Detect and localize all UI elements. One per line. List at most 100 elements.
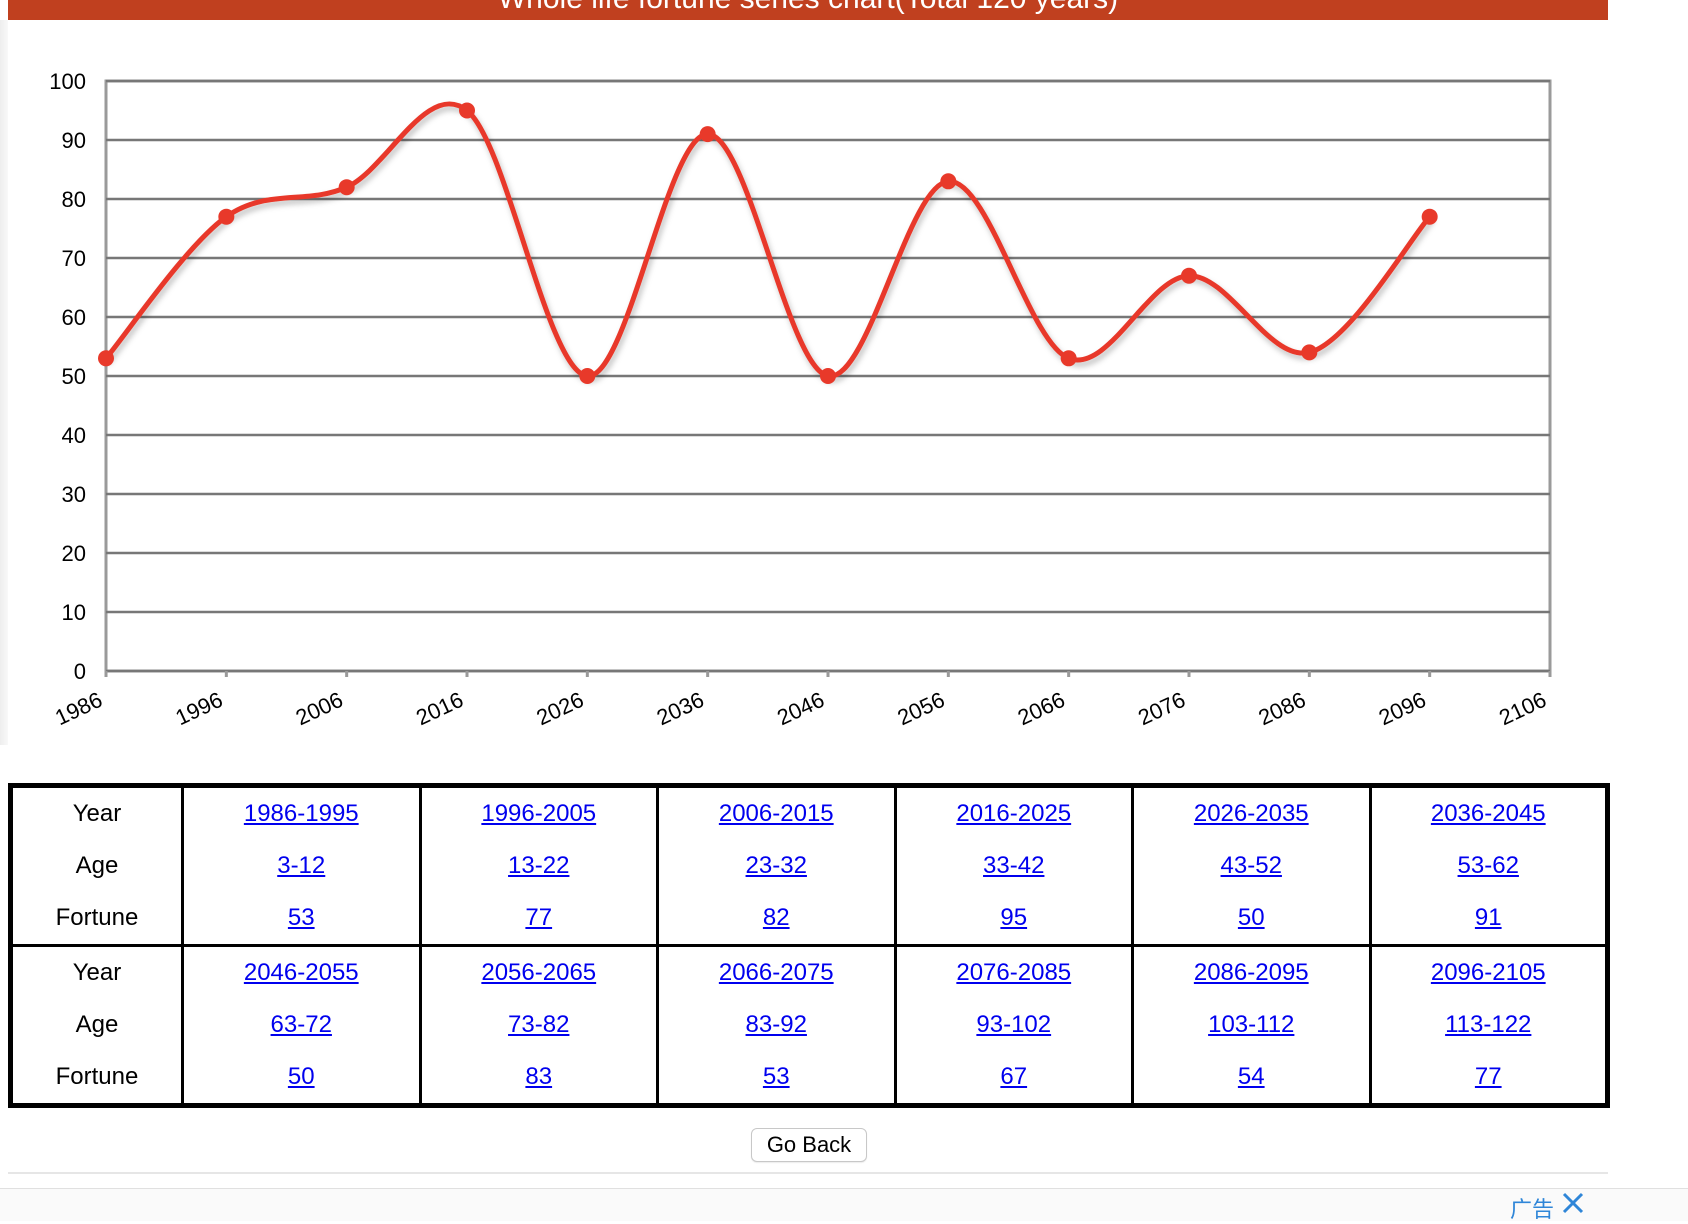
fortune-link[interactable]: 53 xyxy=(287,904,315,931)
year-link[interactable]: 2076-2085 xyxy=(956,959,1072,986)
year-link[interactable]: 2006-2015 xyxy=(718,800,834,827)
age-link[interactable]: 73-82 xyxy=(508,1011,570,1038)
x-tick-label: 1986 xyxy=(51,687,106,730)
age-link[interactable]: 13-22 xyxy=(508,852,570,879)
age-line: 33-42 xyxy=(897,840,1132,892)
data-point xyxy=(1060,350,1077,367)
fortune-link[interactable]: 54 xyxy=(1237,1063,1265,1090)
y-tick-label: 90 xyxy=(62,128,86,153)
age-link[interactable]: 53-62 xyxy=(1457,852,1519,879)
period-cell: 1986-1995 3-12 53 xyxy=(181,784,422,947)
x-tick-label: 2076 xyxy=(1134,687,1189,730)
y-tick-label: 40 xyxy=(62,423,86,448)
age-line: 3-12 xyxy=(184,840,419,892)
fortune-link[interactable]: 91 xyxy=(1474,904,1502,931)
year-line: 2046-2055 xyxy=(184,947,419,999)
ad-label[interactable]: 广告 xyxy=(1510,1198,1555,1223)
fortune-link[interactable]: 77 xyxy=(525,904,553,931)
period-cell: 2076-2085 93-102 67 xyxy=(893,944,1134,1107)
x-tick-label: 2016 xyxy=(412,687,467,730)
age-line: 43-52 xyxy=(1134,840,1369,892)
age-link[interactable]: 83-92 xyxy=(745,1011,807,1038)
year-line: 1986-1995 xyxy=(184,788,419,840)
close-icon[interactable] xyxy=(1560,1190,1586,1216)
year-line: 2076-2085 xyxy=(897,947,1132,999)
x-tick-label: 2036 xyxy=(653,687,708,730)
year-link[interactable]: 2036-2045 xyxy=(1430,800,1546,827)
fortune-link[interactable]: 53 xyxy=(762,1063,790,1090)
year-line: 2016-2025 xyxy=(897,788,1132,840)
period-cell: 2066-2075 83-92 53 xyxy=(656,944,897,1107)
label-age: Age xyxy=(75,1011,119,1038)
year-link[interactable]: 2096-2105 xyxy=(1430,959,1546,986)
fortune-link[interactable]: 83 xyxy=(525,1063,553,1090)
fortune-line: 77 xyxy=(1372,1051,1606,1103)
x-tick-label: 2096 xyxy=(1375,687,1430,730)
period-cell: 1996-2005 13-22 77 xyxy=(418,784,659,947)
fortune-link[interactable]: 95 xyxy=(1000,904,1028,931)
year-line: 2006-2015 xyxy=(659,788,894,840)
x-tick-label: 2086 xyxy=(1255,687,1310,730)
y-tick-label: 10 xyxy=(62,600,86,625)
fortune-link[interactable]: 77 xyxy=(1474,1063,1502,1090)
fortune-link[interactable]: 82 xyxy=(762,904,790,931)
year-link[interactable]: 2026-2035 xyxy=(1193,800,1309,827)
label-age: Age xyxy=(75,852,119,879)
year-line: 2096-2105 xyxy=(1372,947,1606,999)
year-line: 1996-2005 xyxy=(422,788,657,840)
data-point xyxy=(459,102,475,119)
age-line: 23-32 xyxy=(659,840,894,892)
year-link[interactable]: 2016-2025 xyxy=(956,800,1072,827)
y-tick-label: 60 xyxy=(62,305,86,330)
fortune-link[interactable]: 67 xyxy=(1000,1063,1028,1090)
period-cell: 2046-2055 63-72 50 xyxy=(181,944,422,1107)
row-labels: Year Age Fortune xyxy=(9,784,184,947)
left-shade xyxy=(0,20,8,745)
year-link[interactable]: 1986-1995 xyxy=(243,800,359,827)
y-tick-label: 50 xyxy=(62,364,86,389)
data-point xyxy=(218,208,235,225)
fortune-line: 83 xyxy=(422,1051,657,1103)
year-link[interactable]: 1996-2005 xyxy=(481,800,597,827)
period-cell: 2096-2105 113-122 77 xyxy=(1368,944,1609,1107)
chart-title: Whole life fortune series chart(Total 12… xyxy=(8,0,1608,14)
period-cell: 2026-2035 43-52 50 xyxy=(1131,784,1372,947)
go-back-button[interactable]: Go Back xyxy=(751,1128,867,1162)
age-link[interactable]: 23-32 xyxy=(745,852,807,879)
year-link[interactable]: 2046-2055 xyxy=(243,959,359,986)
series-layer xyxy=(98,101,1438,384)
year-line: 2026-2035 xyxy=(1134,788,1369,840)
age-link[interactable]: 103-112 xyxy=(1208,1011,1295,1038)
fortune-line-chart: 0 10 20 30 40 50 60 70 80 90 100 1986 1996 2006 2016 2… xyxy=(0,20,1600,780)
age-link[interactable]: 113-122 xyxy=(1445,1011,1532,1038)
x-tick-label: 2056 xyxy=(894,687,949,730)
data-point xyxy=(1301,344,1318,361)
label-year: Year xyxy=(72,800,122,827)
fortune-line: 50 xyxy=(184,1051,419,1103)
age-link[interactable]: 43-52 xyxy=(1220,852,1282,879)
fortune-line: 82 xyxy=(659,892,894,944)
year-link[interactable]: 2086-2095 xyxy=(1193,959,1309,986)
x-tick-label: 2066 xyxy=(1014,687,1069,730)
table-row: Year Age Fortune 1986-1995 3-12 53 1996-2005 13… xyxy=(9,784,1609,947)
fortune-table: Year Age Fortune 1986-1995 3-12 53 1996-2005 13… xyxy=(8,783,1610,1108)
label-fortune: Fortune xyxy=(55,1063,139,1090)
y-tick-label: 70 xyxy=(62,246,86,271)
year-link[interactable]: 2056-2065 xyxy=(481,959,597,986)
age-line: 63-72 xyxy=(184,999,419,1051)
age-link[interactable]: 63-72 xyxy=(270,1011,332,1038)
age-link[interactable]: 33-42 xyxy=(983,852,1045,879)
separator xyxy=(8,1172,1608,1174)
year-line: 2056-2065 xyxy=(422,947,657,999)
year-link[interactable]: 2066-2075 xyxy=(718,959,834,986)
y-tick-label: 20 xyxy=(62,541,86,566)
x-tick-label: 2026 xyxy=(533,687,588,730)
fortune-link[interactable]: 50 xyxy=(287,1063,315,1090)
year-line: 2066-2075 xyxy=(659,947,894,999)
age-link[interactable]: 93-102 xyxy=(976,1011,1052,1038)
age-link[interactable]: 3-12 xyxy=(277,852,326,879)
fortune-link[interactable]: 50 xyxy=(1237,904,1265,931)
age-line: 103-112 xyxy=(1134,999,1369,1051)
year-line: 2086-2095 xyxy=(1134,947,1369,999)
table-row: Year Age Fortune 2046-2055 63-72 50 2056-2065 7… xyxy=(9,944,1609,1107)
